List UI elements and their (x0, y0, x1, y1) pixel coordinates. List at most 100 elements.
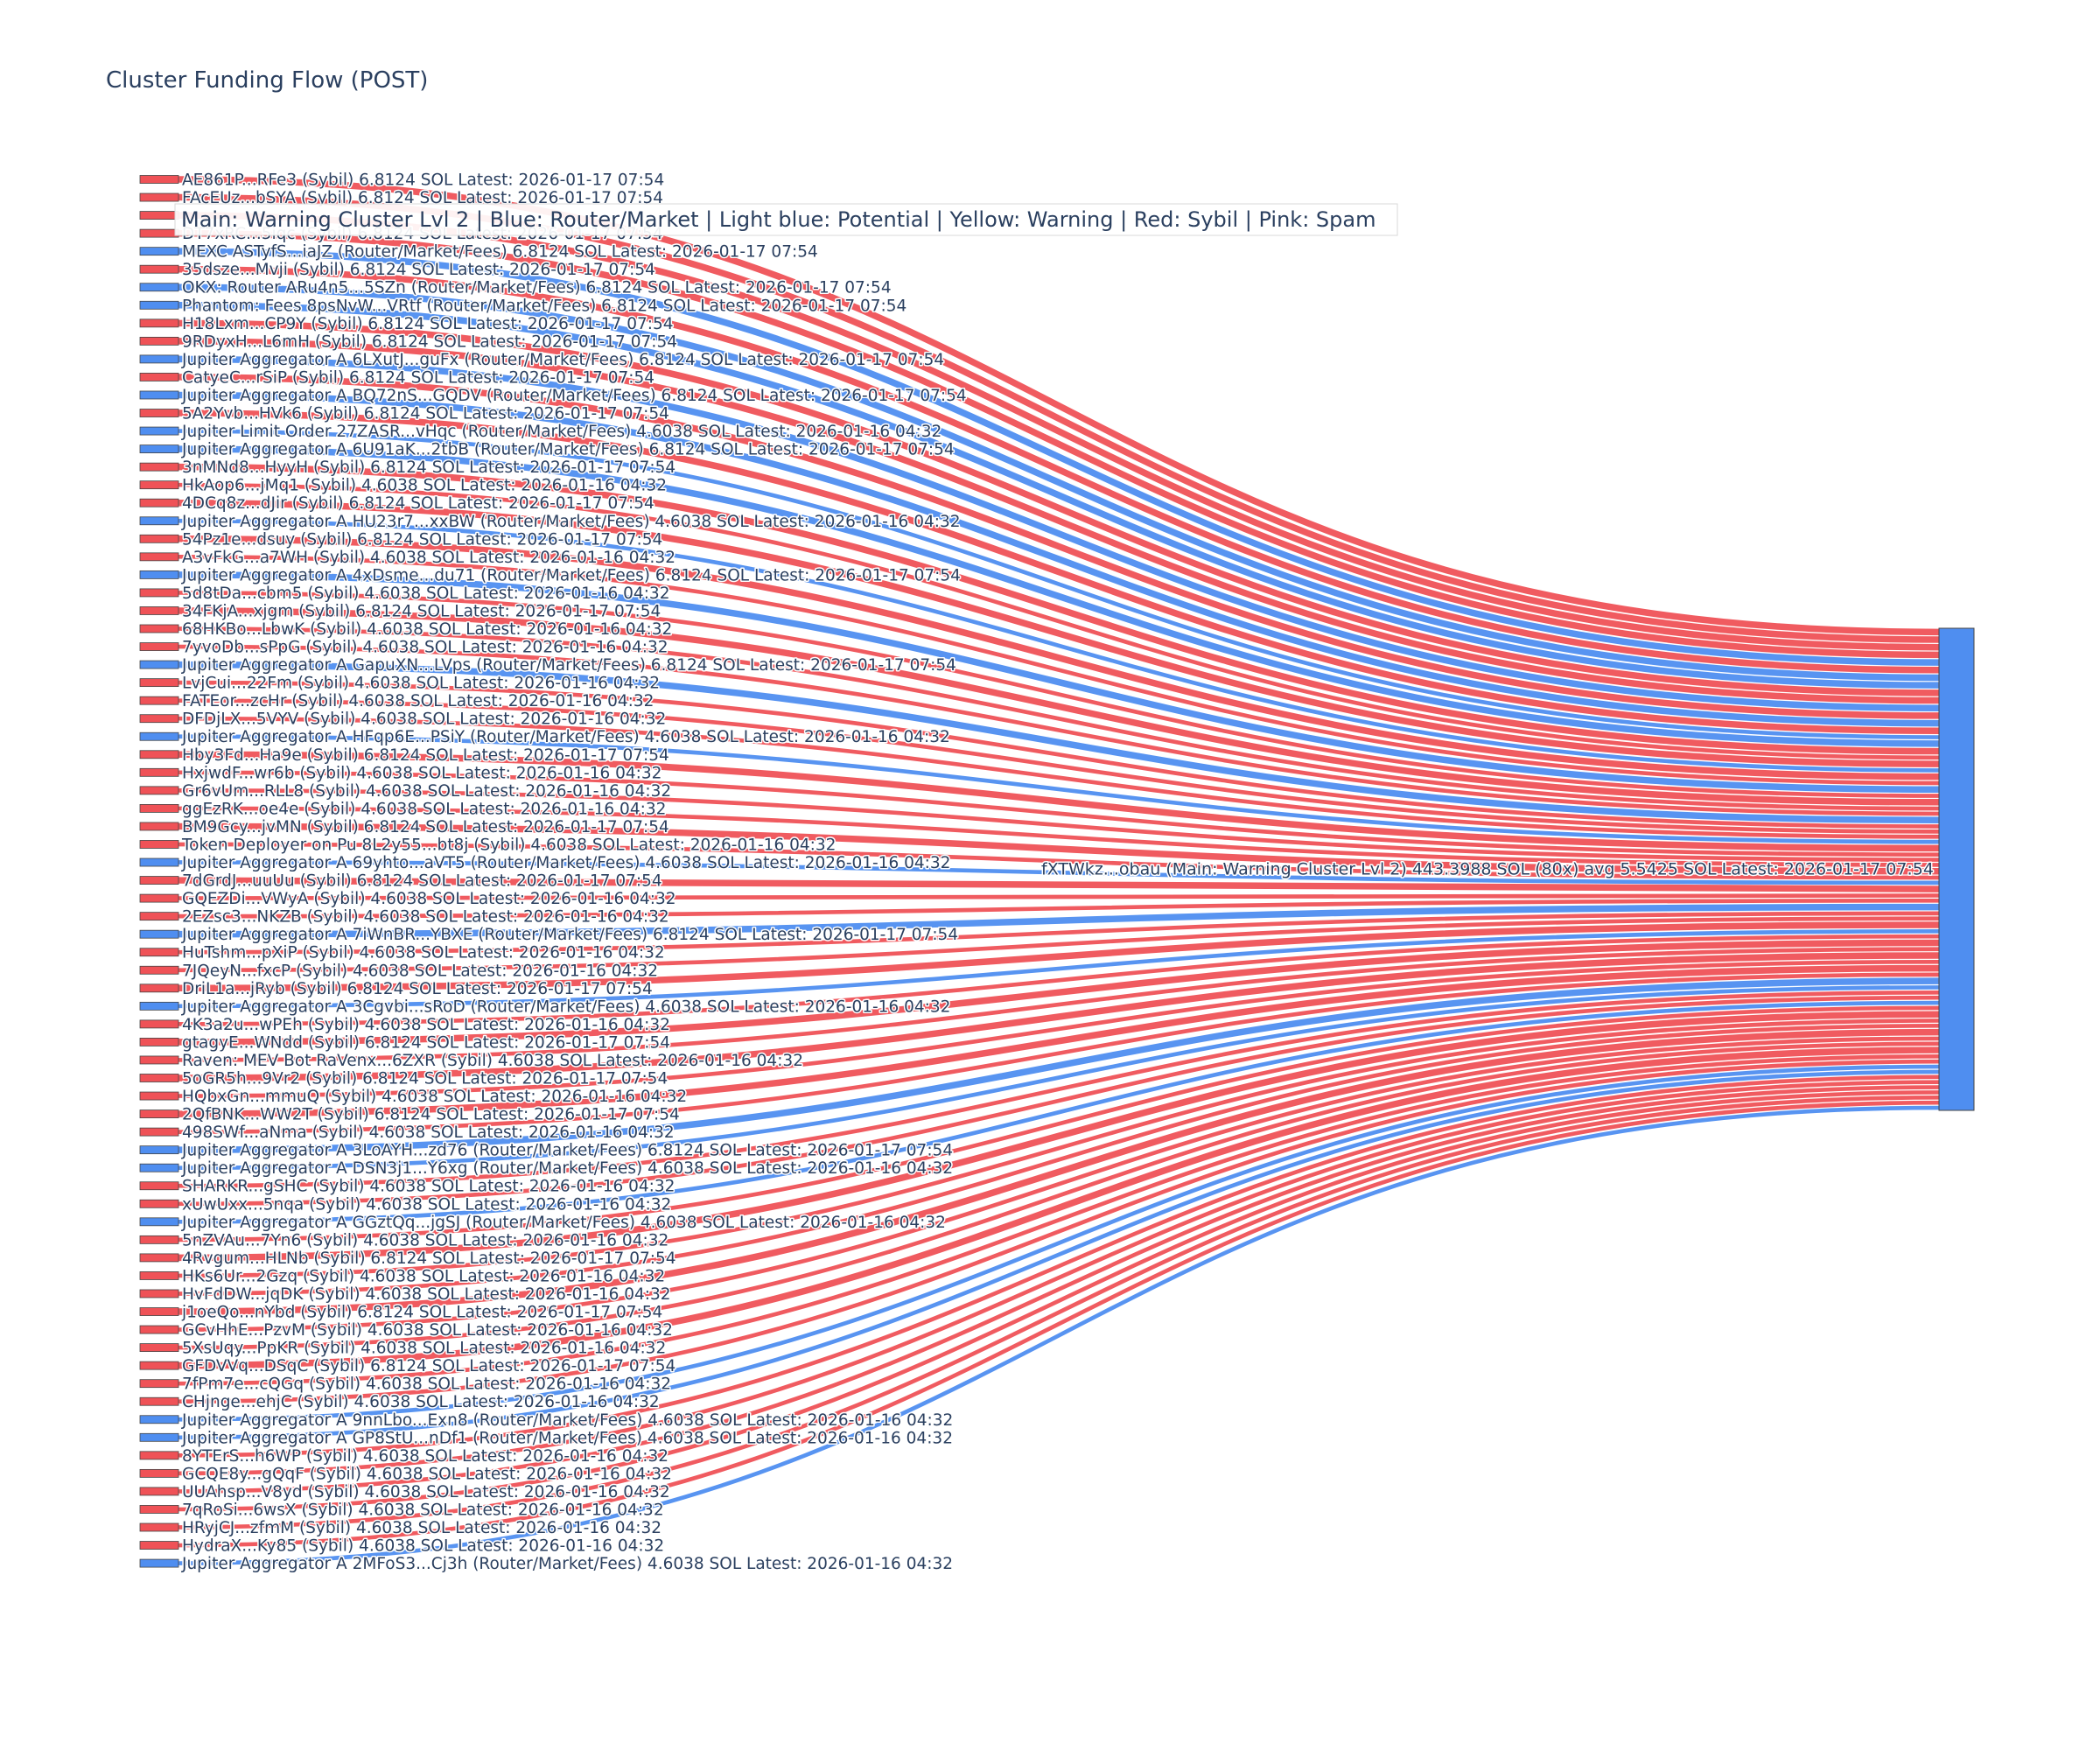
flow-link[interactable] (178, 1059, 1940, 1404)
flow-link[interactable] (178, 429, 1940, 739)
source-node[interactable] (139, 822, 179, 831)
flow-link[interactable] (178, 355, 1940, 711)
flow-link[interactable] (178, 607, 1940, 806)
source-node[interactable] (139, 1074, 179, 1082)
flow-link[interactable] (178, 860, 1940, 886)
source-node[interactable] (139, 1487, 179, 1496)
flow-link[interactable] (178, 921, 1940, 992)
flow-link[interactable] (178, 985, 1940, 1171)
flow-link[interactable] (178, 952, 1940, 1082)
source-node[interactable] (139, 1289, 179, 1298)
flow-link[interactable] (178, 1074, 1940, 1458)
source-node[interactable] (139, 876, 179, 885)
source-node[interactable] (139, 767, 179, 777)
source-node[interactable] (139, 247, 179, 256)
source-node[interactable] (139, 336, 179, 346)
flow-link[interactable] (178, 463, 1940, 755)
flow-link[interactable] (178, 959, 1940, 1098)
source-node[interactable] (139, 1541, 179, 1550)
flow-link[interactable] (178, 644, 1940, 816)
source-node[interactable] (139, 192, 179, 202)
flow-link[interactable] (178, 893, 1940, 900)
target-node[interactable] (1938, 627, 1975, 1111)
source-node[interactable] (139, 409, 179, 417)
source-node[interactable] (139, 480, 179, 490)
source-node[interactable] (139, 1379, 179, 1389)
flow-link[interactable] (178, 1036, 1940, 1332)
source-node[interactable] (139, 1343, 179, 1352)
flow-link[interactable] (178, 661, 1940, 823)
flow-link[interactable] (178, 374, 1940, 719)
source-node[interactable] (139, 426, 179, 436)
flow-link[interactable] (178, 1018, 1940, 1278)
flow-link[interactable] (178, 716, 1940, 839)
flow-link[interactable] (178, 1000, 1940, 1224)
source-node[interactable] (139, 1325, 179, 1334)
source-node[interactable] (139, 318, 179, 328)
source-node[interactable] (139, 1145, 179, 1155)
source-node[interactable] (139, 606, 179, 615)
flow-link[interactable] (178, 1080, 1940, 1476)
source-node[interactable] (139, 1163, 179, 1172)
flow-link[interactable] (178, 555, 1940, 786)
source-node[interactable] (139, 1091, 179, 1101)
source-node[interactable] (139, 498, 179, 508)
flow-link[interactable] (178, 571, 1940, 793)
source-node[interactable] (139, 948, 179, 957)
flow-link[interactable] (178, 972, 1940, 1134)
source-node[interactable] (139, 1468, 179, 1478)
flow-link[interactable] (178, 1090, 1940, 1512)
flow-link[interactable] (178, 877, 1940, 892)
source-node[interactable] (139, 642, 179, 651)
flow-link[interactable] (178, 212, 1940, 651)
flow-link[interactable] (178, 911, 1940, 955)
source-node[interactable] (139, 570, 179, 579)
flow-link[interactable] (178, 788, 1940, 862)
flow-link[interactable] (178, 1100, 1940, 1548)
source-node[interactable] (139, 1522, 179, 1532)
source-node[interactable] (139, 1199, 179, 1208)
flow-link[interactable] (178, 1085, 1940, 1494)
source-node[interactable] (139, 624, 179, 634)
source-node[interactable] (139, 283, 179, 292)
source-node[interactable] (139, 1127, 179, 1137)
source-node[interactable] (139, 965, 179, 975)
flow-link[interactable] (178, 928, 1940, 1009)
source-node[interactable] (139, 1253, 179, 1263)
source-node[interactable] (139, 678, 179, 688)
flow-link[interactable] (178, 770, 1940, 858)
flow-link[interactable] (178, 482, 1940, 760)
source-node[interactable] (139, 552, 179, 562)
flow-link[interactable] (178, 903, 1940, 938)
source-node[interactable] (139, 660, 179, 669)
source-node[interactable] (139, 211, 179, 220)
flow-link[interactable] (178, 698, 1940, 834)
flow-link[interactable] (178, 591, 1940, 798)
source-node[interactable] (139, 373, 179, 382)
flow-link[interactable] (178, 898, 1940, 919)
source-node[interactable] (139, 804, 179, 813)
flow-link[interactable] (178, 947, 1940, 1062)
source-node[interactable] (139, 1019, 179, 1029)
flow-link[interactable] (178, 977, 1940, 1153)
source-node[interactable] (139, 1396, 179, 1406)
source-node[interactable] (139, 1217, 179, 1227)
source-node[interactable] (139, 1055, 179, 1065)
flow-link[interactable] (178, 1041, 1940, 1350)
flow-link[interactable] (178, 1024, 1940, 1296)
flow-link[interactable] (178, 842, 1940, 880)
source-node[interactable] (139, 1271, 179, 1280)
source-node[interactable] (139, 696, 179, 705)
flow-link[interactable] (178, 499, 1940, 767)
source-node[interactable] (139, 264, 179, 274)
source-node[interactable] (139, 1451, 179, 1460)
flow-link[interactable] (178, 626, 1940, 811)
source-node[interactable] (139, 1038, 179, 1046)
flow-link[interactable] (178, 1046, 1940, 1369)
source-node[interactable] (139, 354, 179, 364)
source-node[interactable] (139, 390, 179, 400)
source-node[interactable] (139, 840, 179, 849)
flow-link[interactable] (178, 934, 1940, 1026)
source-node[interactable] (139, 714, 179, 724)
flow-link[interactable] (178, 1095, 1940, 1530)
